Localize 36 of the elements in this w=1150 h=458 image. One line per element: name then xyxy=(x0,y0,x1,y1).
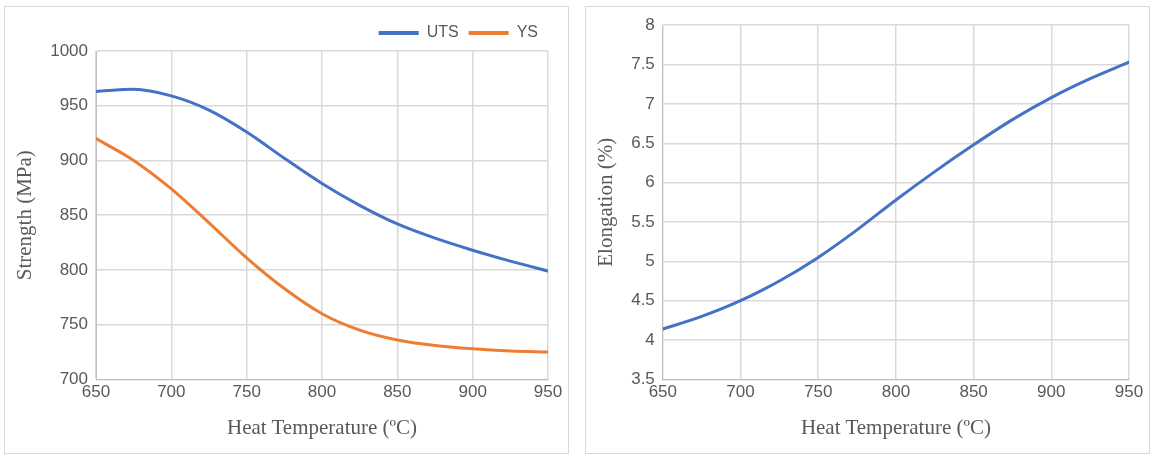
x-tick-label: 750 xyxy=(232,382,261,402)
y-tick-label: 850 xyxy=(59,204,89,224)
x-tick-label: 900 xyxy=(1037,382,1066,402)
x-tick-label: 850 xyxy=(959,382,988,402)
y-tick-label: 900 xyxy=(59,150,89,170)
line-series xyxy=(662,60,1129,331)
x-tick-label: 950 xyxy=(533,382,563,402)
y-tick-label: 750 xyxy=(59,314,89,334)
x-tick-label: 900 xyxy=(458,382,487,402)
y-tick-label: 8 xyxy=(645,14,655,34)
y-tick-label: 950 xyxy=(59,95,89,115)
legend-label: UTS xyxy=(426,23,459,41)
y-tick-label: 800 xyxy=(59,259,89,279)
y-tick-label: 1000 xyxy=(50,40,89,60)
y-tick-label: 7.5 xyxy=(631,54,655,74)
x-tick-label: 800 xyxy=(307,382,337,402)
x-tick-label: 700 xyxy=(157,382,186,402)
y-tick-label: 7 xyxy=(645,93,655,113)
y-tick-label: 5 xyxy=(645,251,655,271)
x-tick-label: 950 xyxy=(1114,382,1144,402)
y-tick-label: 4.5 xyxy=(631,290,655,310)
legend-label: YS xyxy=(516,23,538,41)
line-series xyxy=(96,137,548,354)
y-tick-label: 4 xyxy=(645,329,655,349)
x-axis-title: Heat Temperature (ºC) xyxy=(226,414,418,439)
y-tick-label: 6.5 xyxy=(631,132,655,152)
y-tick-label: 5.5 xyxy=(631,211,655,231)
x-tick-label: 800 xyxy=(881,382,911,402)
x-tick-label: 700 xyxy=(726,382,755,402)
x-axis-title: Heat Temperature (ºC) xyxy=(800,414,991,439)
y-tick-label: 6 xyxy=(645,172,655,192)
x-tick-label: 850 xyxy=(383,382,412,402)
line-series xyxy=(96,87,548,273)
x-tick-label: 750 xyxy=(804,382,833,402)
y-axis-title: Strength (MPa) xyxy=(12,150,37,281)
y-axis-title: Elongation (%) xyxy=(593,137,618,267)
